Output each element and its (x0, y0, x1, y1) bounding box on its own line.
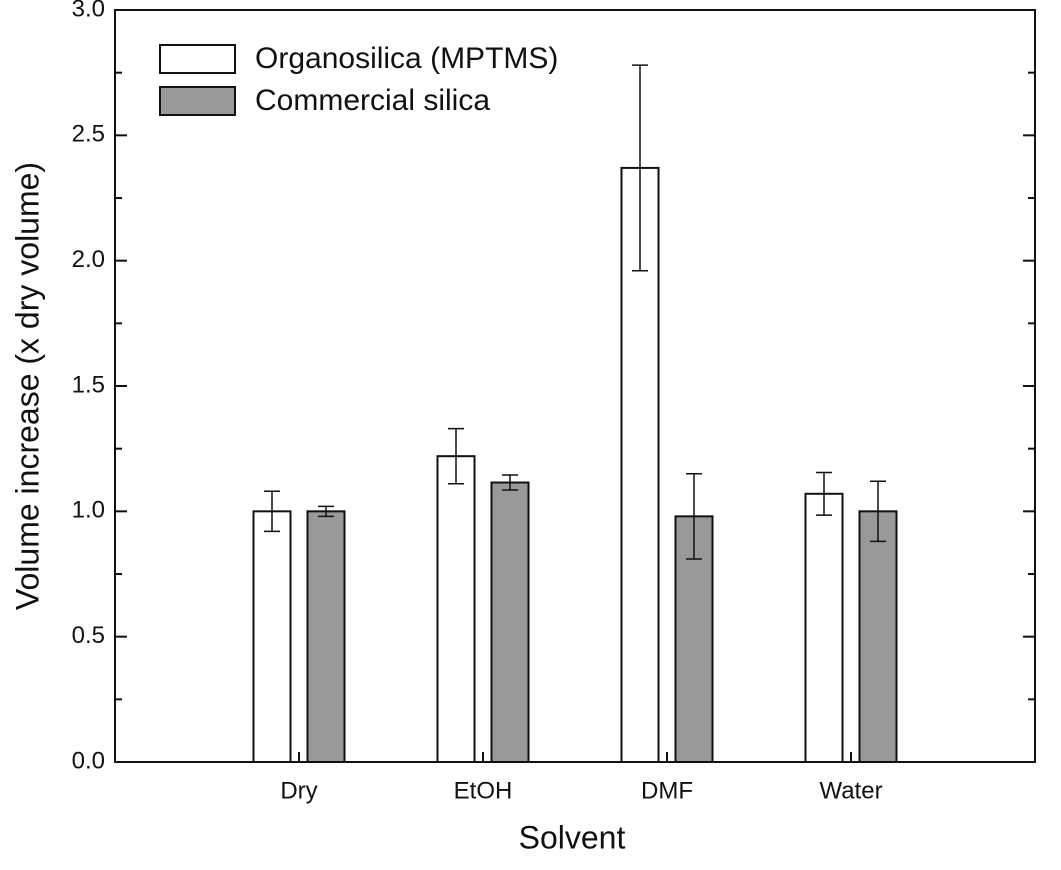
x-tick-label: DMF (641, 777, 693, 804)
error-bar (816, 471, 832, 516)
bar (490, 481, 530, 763)
error-bar (264, 490, 280, 533)
error-bar (502, 474, 518, 491)
legend-swatch (159, 44, 236, 74)
bar (858, 510, 898, 764)
plot-frame (114, 9, 1036, 763)
legend-swatch (159, 86, 236, 116)
bar (306, 510, 346, 764)
x-tick-label: Water (819, 777, 882, 804)
x-tick-label: EtOH (454, 777, 513, 804)
y-tick-label: 1.5 (72, 371, 105, 398)
legend-label: Commercial silica (255, 84, 490, 117)
y-tick-label: 2.0 (72, 246, 105, 273)
error-bar (686, 472, 702, 560)
error-bar (318, 505, 334, 518)
x-tick-label: Dry (280, 777, 317, 804)
error-bar (448, 427, 464, 485)
legend-label: Organosilica (MPTMS) (255, 42, 558, 75)
y-tick-label: 3.0 (72, 0, 105, 22)
bar (252, 510, 292, 764)
y-tick-label: 0.0 (72, 747, 105, 774)
error-bar (632, 64, 648, 272)
bar (436, 455, 476, 763)
x-axis-label: Solvent (519, 819, 626, 855)
y-tick-label: 0.5 (72, 622, 105, 649)
y-tick-label: 1.0 (72, 497, 105, 524)
y-axis-label: Volume increase (x dry volume) (9, 162, 45, 610)
bar (804, 492, 844, 763)
error-bar (870, 480, 886, 543)
y-tick-label: 2.5 (72, 121, 105, 148)
